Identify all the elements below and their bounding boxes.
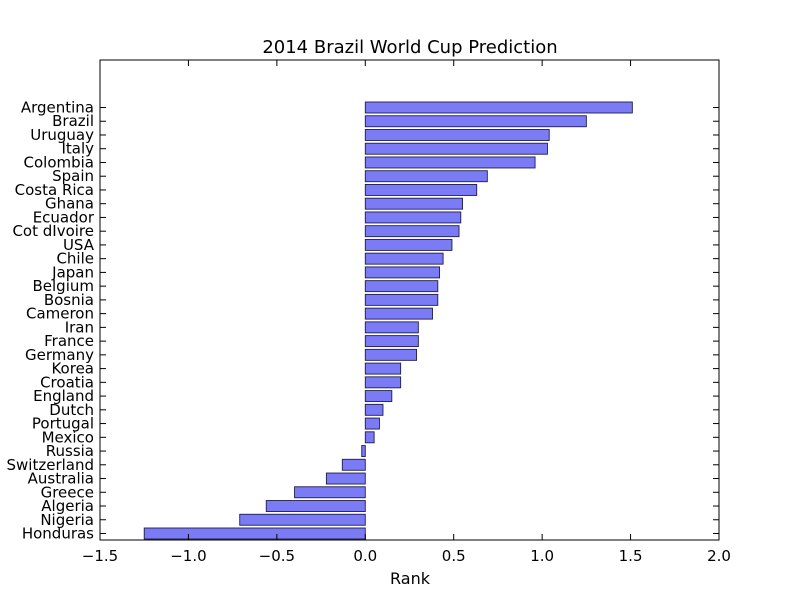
category-label: Korea [51,360,94,378]
bar-chile [364,252,444,265]
x-tick-label: 0.0 [353,547,377,565]
chart-title: 2014 Brazil World Cup Prediction [262,37,557,58]
x-tick-label: 2.0 [707,547,731,565]
category-label: Cot dIvoire [12,222,94,240]
category-label: Honduras [22,525,94,543]
bar-colombia [364,156,536,169]
category-labels-group: ArgentinaBrazilUruguayItalyColombiaSpain… [7,99,95,543]
category-label: Chile [56,250,94,268]
category-label: Australia [28,470,94,488]
bars-group [143,101,633,540]
bar-usa [364,238,453,251]
x-tick-label: 0.5 [442,547,466,565]
bar-algeria [265,500,366,512]
x-tick-labels-group: −1.5 −1.0 −0.5 0.0 0.5 1.0 1.5 2.0 [82,547,731,565]
bar-greece [294,486,366,499]
category-label: Costa Rica [15,181,94,199]
bar-portugal [364,417,380,430]
x-tick-label: 1.5 [619,547,643,565]
category-label: Japan [51,263,94,281]
bar-cameron [364,307,433,320]
category-label: Belgium [33,277,95,295]
bar-switzerland [341,458,366,471]
category-label: Cameron [26,305,94,323]
bar-honduras [143,527,366,540]
bar-japan [364,266,441,279]
category-label: Argentina [21,99,94,117]
category-label: Nigeria [40,511,94,529]
ticks-group [99,60,720,540]
category-label: Greece [41,483,94,501]
bar-mexico [364,431,375,444]
category-label: Ghana [45,195,94,213]
x-axis-label: Rank [390,569,431,588]
category-label: Algeria [41,497,94,515]
bar-belgium [364,280,439,293]
category-label: Croatia [40,373,94,391]
bar-argentina [364,101,633,114]
x-tick-label: −1.0 [170,547,206,565]
category-label: Switzerland [7,456,95,474]
category-label: France [44,332,94,350]
bar-england [364,390,393,403]
category-label: Ecuador [33,208,95,226]
bar-ghana [364,197,464,210]
bar-germany [364,348,418,361]
category-label: Germany [25,346,94,364]
category-label: Brazil [52,112,94,130]
bar-russia [361,445,366,457]
bar-cot-divoire [364,225,460,238]
bar-dutch [364,403,384,416]
category-label: Russia [46,442,94,460]
bar-spain [364,170,488,183]
category-label: Bosnia [44,291,94,309]
x-tick-label: −1.5 [82,547,118,565]
bar-iran [364,321,419,334]
bar-france [364,335,419,348]
category-label: Mexico [42,428,94,446]
bar-bosnia [364,293,439,306]
category-label: Uruguay [30,126,94,144]
category-label: Colombia [24,153,95,171]
category-label: England [33,387,94,405]
bar-brazil [364,115,587,128]
bar-korea [364,362,402,375]
x-tick-label: −0.5 [259,547,295,565]
bar-uruguay [364,129,550,141]
bar-croatia [364,376,402,389]
bar-nigeria [239,513,366,526]
category-label: Dutch [49,401,94,419]
category-label: Portugal [32,415,94,433]
category-label: Italy [61,140,94,158]
bar-costa-rica [364,184,478,196]
x-tick-label: 1.0 [530,547,554,565]
bar-ecuador [364,211,462,224]
category-label: Iran [65,318,94,336]
bar-italy [364,142,548,155]
category-label: Spain [52,167,94,185]
category-label: USA [63,236,95,254]
bar-australia [325,472,366,485]
